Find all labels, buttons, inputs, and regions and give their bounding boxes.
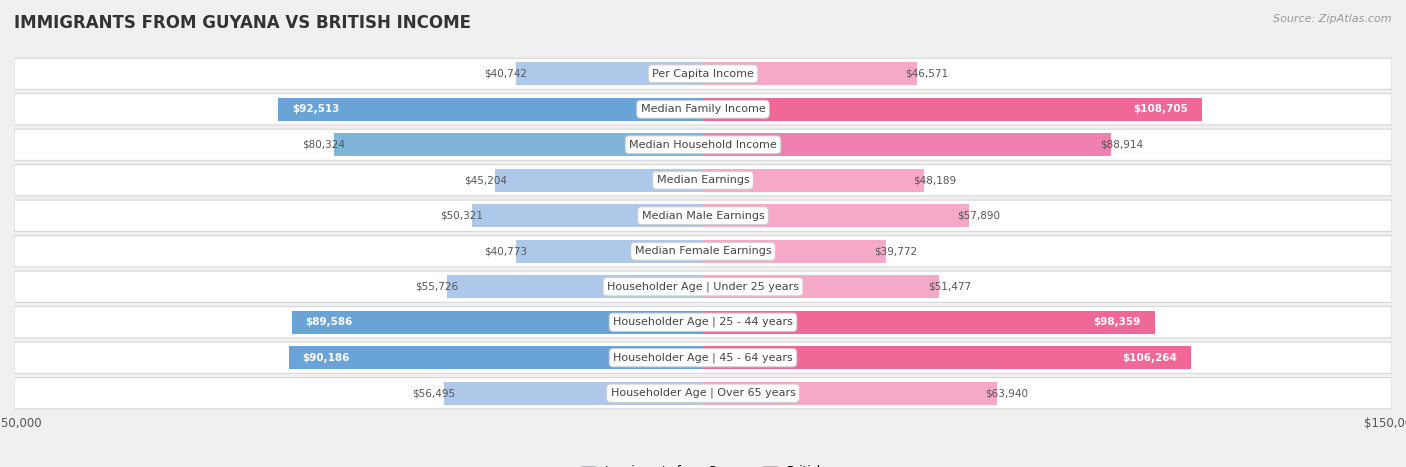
FancyBboxPatch shape: [14, 58, 1392, 89]
Text: IMMIGRANTS FROM GUYANA VS BRITISH INCOME: IMMIGRANTS FROM GUYANA VS BRITISH INCOME: [14, 14, 471, 32]
Text: $108,705: $108,705: [1133, 104, 1188, 114]
Text: Householder Age | 45 - 64 years: Householder Age | 45 - 64 years: [613, 353, 793, 363]
Bar: [703, 311, 1154, 333]
Text: Per Capita Income: Per Capita Income: [652, 69, 754, 79]
FancyBboxPatch shape: [14, 200, 1392, 231]
Bar: [447, 276, 703, 298]
Bar: [703, 169, 924, 191]
Text: $51,477: $51,477: [928, 282, 972, 292]
Text: $106,264: $106,264: [1122, 353, 1177, 363]
Text: $40,773: $40,773: [484, 246, 527, 256]
Text: $45,204: $45,204: [464, 175, 508, 185]
Text: $55,726: $55,726: [415, 282, 458, 292]
FancyBboxPatch shape: [14, 271, 1392, 302]
FancyBboxPatch shape: [14, 378, 1392, 409]
Text: Householder Age | Over 65 years: Householder Age | Over 65 years: [610, 388, 796, 398]
Bar: [495, 169, 703, 191]
Text: $98,359: $98,359: [1094, 317, 1142, 327]
Text: Householder Age | 25 - 44 years: Householder Age | 25 - 44 years: [613, 317, 793, 327]
Bar: [703, 276, 939, 298]
Text: Median Household Income: Median Household Income: [628, 140, 778, 150]
Bar: [703, 347, 1191, 369]
Bar: [291, 311, 703, 333]
Text: $40,742: $40,742: [484, 69, 527, 79]
Bar: [703, 63, 917, 85]
Text: $56,495: $56,495: [412, 388, 456, 398]
FancyBboxPatch shape: [14, 236, 1392, 267]
Bar: [703, 382, 997, 404]
Bar: [335, 134, 703, 156]
Bar: [472, 205, 703, 227]
FancyBboxPatch shape: [14, 307, 1392, 338]
Legend: Immigrants from Guyana, British: Immigrants from Guyana, British: [576, 460, 830, 467]
Bar: [516, 240, 703, 262]
Bar: [703, 98, 1202, 120]
FancyBboxPatch shape: [14, 129, 1392, 160]
FancyBboxPatch shape: [14, 342, 1392, 373]
Bar: [278, 98, 703, 120]
Text: $92,513: $92,513: [292, 104, 339, 114]
Text: $50,321: $50,321: [440, 211, 484, 221]
Text: Householder Age | Under 25 years: Householder Age | Under 25 years: [607, 282, 799, 292]
Text: $90,186: $90,186: [302, 353, 350, 363]
Text: $63,940: $63,940: [986, 388, 1028, 398]
Text: $46,571: $46,571: [905, 69, 949, 79]
Text: $48,189: $48,189: [912, 175, 956, 185]
Bar: [288, 347, 703, 369]
Text: $88,914: $88,914: [1099, 140, 1143, 150]
Text: Median Earnings: Median Earnings: [657, 175, 749, 185]
Bar: [703, 205, 969, 227]
FancyBboxPatch shape: [14, 94, 1392, 125]
Text: Median Family Income: Median Family Income: [641, 104, 765, 114]
Bar: [703, 134, 1111, 156]
Text: Source: ZipAtlas.com: Source: ZipAtlas.com: [1274, 14, 1392, 24]
Bar: [703, 240, 886, 262]
Text: $39,772: $39,772: [875, 246, 917, 256]
FancyBboxPatch shape: [14, 165, 1392, 196]
Bar: [443, 382, 703, 404]
Text: $80,324: $80,324: [302, 140, 346, 150]
Bar: [516, 63, 703, 85]
Text: $57,890: $57,890: [957, 211, 1001, 221]
Text: $89,586: $89,586: [305, 317, 353, 327]
Text: Median Female Earnings: Median Female Earnings: [634, 246, 772, 256]
Text: Median Male Earnings: Median Male Earnings: [641, 211, 765, 221]
